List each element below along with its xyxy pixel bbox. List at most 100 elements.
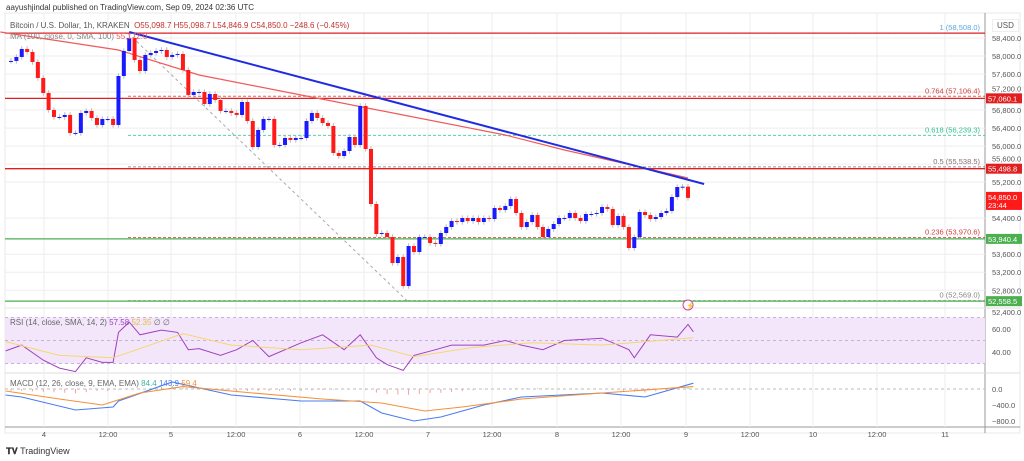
candle bbox=[272, 118, 277, 145]
candle bbox=[14, 56, 19, 61]
candle bbox=[180, 53, 185, 70]
candle bbox=[508, 198, 513, 207]
ohlc-values: O55,098.7 H55,098.7 L54,846.9 C54,850.0 … bbox=[134, 21, 350, 30]
rsi-legend[interactable]: RSI (14, close, SMA, 14, 2) 57.58 52.35 … bbox=[10, 318, 170, 327]
candle bbox=[675, 187, 680, 198]
candle bbox=[465, 218, 470, 222]
macd-hist-value: 84.4 bbox=[141, 379, 157, 388]
macd-tick-label: −800.0 bbox=[992, 417, 1015, 426]
countdown-label: 23:44 bbox=[988, 201, 1007, 210]
candle bbox=[266, 118, 271, 120]
candle bbox=[605, 207, 610, 209]
symbol-title: Bitcoin / U.S. Dollar, 1h, KRAKEN O55,09… bbox=[10, 21, 349, 30]
candle bbox=[352, 137, 357, 145]
brand-name: TradingView bbox=[20, 446, 70, 456]
price-tick-label: 56,000.0 bbox=[992, 142, 1021, 151]
price-tick-label: 55,200.0 bbox=[992, 178, 1021, 187]
time-tick-label: 12:00 bbox=[741, 430, 760, 439]
candle bbox=[395, 257, 400, 264]
price-tick-label: 56,800.0 bbox=[992, 106, 1021, 115]
time-tick-label: 12:00 bbox=[227, 430, 246, 439]
rsi-value: 57.58 bbox=[109, 318, 130, 327]
candle bbox=[111, 118, 116, 125]
candle bbox=[288, 137, 293, 140]
candle bbox=[406, 246, 411, 287]
last-price-label: 54,850.0 bbox=[988, 193, 1017, 202]
candle bbox=[428, 237, 433, 244]
rsi-series-line bbox=[5, 333, 694, 359]
price-tick-label: 52,400.0 bbox=[992, 308, 1021, 317]
time-tick-label: 10 bbox=[809, 430, 817, 439]
candle bbox=[57, 116, 62, 118]
fib-level-label: 0.764 (57,106.4) bbox=[925, 86, 981, 95]
candle bbox=[197, 91, 202, 93]
rsi-tick-label: 40.00 bbox=[992, 348, 1011, 357]
time-tick-label: 12:00 bbox=[612, 430, 631, 439]
candle bbox=[476, 218, 481, 223]
candle bbox=[336, 152, 341, 157]
ma-legend[interactable]: MA (100, close, 0, SMA, 100) 55,172.0 bbox=[10, 32, 147, 41]
candle bbox=[363, 105, 368, 149]
candle bbox=[89, 110, 94, 118]
tv-logo-icon: 𝐓𝐕 bbox=[6, 446, 18, 456]
candle bbox=[293, 137, 298, 140]
candle bbox=[41, 77, 46, 93]
price-tag-label: 53,940.4 bbox=[988, 235, 1017, 244]
currency-button[interactable]: USD bbox=[992, 19, 1019, 32]
macd-value: 143.9 bbox=[158, 379, 180, 388]
candle bbox=[385, 233, 390, 238]
price-tick-label: 57,600.0 bbox=[992, 70, 1021, 79]
candle bbox=[46, 92, 51, 110]
macd-legend[interactable]: MACD (12, 26, close, 9, EMA, EMA) 84.4 1… bbox=[10, 379, 197, 388]
candle bbox=[234, 112, 239, 115]
candle bbox=[481, 218, 486, 223]
candle bbox=[191, 91, 196, 95]
candle bbox=[626, 227, 631, 249]
tradingview-logo[interactable]: 𝐓𝐕 TradingView bbox=[6, 446, 70, 457]
candle bbox=[492, 208, 497, 219]
candle bbox=[589, 213, 594, 215]
candle bbox=[519, 213, 524, 228]
time-tick-label: 8 bbox=[555, 430, 559, 439]
candle bbox=[616, 216, 621, 226]
time-tick-label: 5 bbox=[169, 430, 173, 439]
time-tick-label: 6 bbox=[298, 430, 302, 439]
candle bbox=[250, 121, 255, 148]
rsi-tick-label: 60.00 bbox=[992, 325, 1011, 334]
candle bbox=[368, 148, 373, 204]
candle bbox=[30, 51, 35, 62]
candle bbox=[567, 213, 572, 219]
macd-tick-label: −400.0 bbox=[992, 401, 1015, 410]
candle bbox=[401, 257, 406, 287]
candle bbox=[621, 216, 626, 228]
time-tick-label: 4 bbox=[42, 430, 46, 439]
candle bbox=[68, 114, 73, 133]
candle bbox=[573, 213, 578, 219]
candle bbox=[207, 93, 212, 104]
candle bbox=[535, 215, 540, 228]
candle bbox=[78, 112, 83, 133]
candle bbox=[51, 109, 56, 117]
candle bbox=[261, 118, 266, 130]
candle bbox=[100, 118, 105, 125]
price-tag bbox=[986, 93, 1022, 104]
price-tag-label: 57,060.1 bbox=[988, 94, 1017, 103]
fib-level-label: 0 (52,569.0) bbox=[940, 291, 981, 300]
candle bbox=[390, 237, 395, 264]
candle bbox=[379, 233, 384, 235]
rsi-ma-value: 52.35 bbox=[131, 318, 152, 327]
candle bbox=[164, 49, 169, 57]
symbol-name: Bitcoin / U.S. Dollar, 1h, KRAKEN bbox=[10, 21, 130, 30]
candle bbox=[610, 208, 615, 226]
candle bbox=[562, 218, 567, 220]
time-tick-label: 9 bbox=[684, 430, 688, 439]
price-tag bbox=[986, 233, 1022, 244]
candle bbox=[84, 110, 89, 113]
candle bbox=[309, 112, 314, 122]
time-tick-label: 12:00 bbox=[99, 430, 118, 439]
price-tick-label: 58,400.0 bbox=[992, 34, 1021, 43]
candle bbox=[637, 212, 642, 238]
candle bbox=[669, 197, 674, 212]
